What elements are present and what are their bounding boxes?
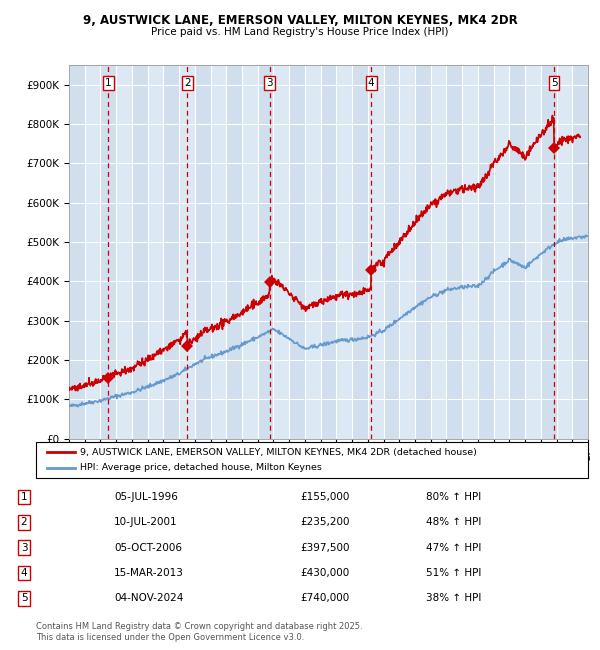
Bar xyxy=(572,65,588,439)
Text: 05-OCT-2006: 05-OCT-2006 xyxy=(114,543,182,552)
Text: 04-NOV-2024: 04-NOV-2024 xyxy=(114,593,184,603)
Bar xyxy=(258,65,274,439)
Text: 5: 5 xyxy=(20,593,28,603)
Bar xyxy=(320,65,337,439)
Text: Contains HM Land Registry data © Crown copyright and database right 2025.
This d: Contains HM Land Registry data © Crown c… xyxy=(36,622,362,642)
Bar xyxy=(352,65,368,439)
Text: Price paid vs. HM Land Registry's House Price Index (HPI): Price paid vs. HM Land Registry's House … xyxy=(151,27,449,37)
Text: 9, AUSTWICK LANE, EMERSON VALLEY, MILTON KEYNES, MK4 2DR: 9, AUSTWICK LANE, EMERSON VALLEY, MILTON… xyxy=(83,14,517,27)
Text: 10-JUL-2001: 10-JUL-2001 xyxy=(114,517,178,527)
Text: 9, AUSTWICK LANE, EMERSON VALLEY, MILTON KEYNES, MK4 2DR (detached house): 9, AUSTWICK LANE, EMERSON VALLEY, MILTON… xyxy=(80,447,477,456)
Text: 4: 4 xyxy=(20,568,28,578)
Bar xyxy=(415,65,431,439)
Text: 3: 3 xyxy=(20,543,28,552)
Bar xyxy=(132,65,148,439)
Text: 1: 1 xyxy=(20,492,28,502)
Text: 48% ↑ HPI: 48% ↑ HPI xyxy=(426,517,481,527)
Text: HPI: Average price, detached house, Milton Keynes: HPI: Average price, detached house, Milt… xyxy=(80,463,322,473)
Text: 5: 5 xyxy=(551,78,557,88)
Bar xyxy=(226,65,242,439)
Text: 3: 3 xyxy=(266,78,273,88)
Text: £397,500: £397,500 xyxy=(300,543,349,552)
Bar xyxy=(446,65,462,439)
Text: £155,000: £155,000 xyxy=(300,492,349,502)
Text: £430,000: £430,000 xyxy=(300,568,349,578)
Text: 15-MAR-2013: 15-MAR-2013 xyxy=(114,568,184,578)
Bar xyxy=(100,65,116,439)
Bar xyxy=(195,65,211,439)
Text: 2: 2 xyxy=(20,517,28,527)
Text: 38% ↑ HPI: 38% ↑ HPI xyxy=(426,593,481,603)
Text: 05-JUL-1996: 05-JUL-1996 xyxy=(114,492,178,502)
Text: £235,200: £235,200 xyxy=(300,517,349,527)
Text: 51% ↑ HPI: 51% ↑ HPI xyxy=(426,568,481,578)
Bar xyxy=(383,65,399,439)
Bar xyxy=(163,65,179,439)
Text: 47% ↑ HPI: 47% ↑ HPI xyxy=(426,543,481,552)
Text: 80% ↑ HPI: 80% ↑ HPI xyxy=(426,492,481,502)
Bar xyxy=(478,65,494,439)
Text: 2: 2 xyxy=(184,78,191,88)
Bar xyxy=(509,65,525,439)
Bar xyxy=(289,65,305,439)
Text: 4: 4 xyxy=(368,78,374,88)
Text: 1: 1 xyxy=(105,78,112,88)
Text: £740,000: £740,000 xyxy=(300,593,349,603)
Bar xyxy=(541,65,557,439)
Bar xyxy=(69,65,85,439)
